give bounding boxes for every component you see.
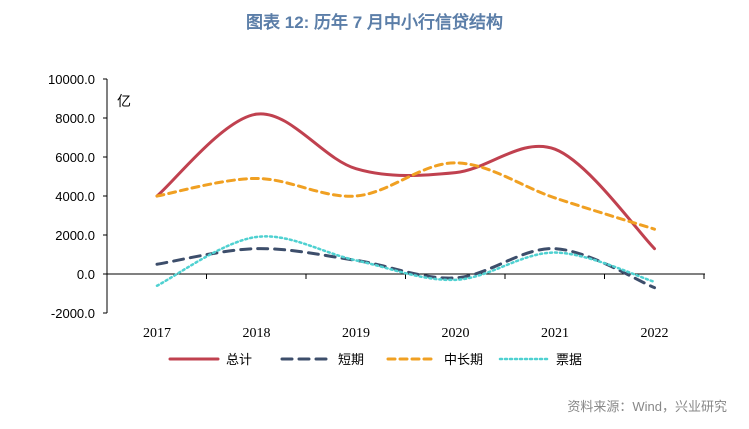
series-line-中长期 [155, 161, 656, 231]
chart-title: 图表 12: 历年 7 月中小行信贷结构 [246, 13, 503, 32]
y-axis: -2000.0 0.0 2000.0 4000.0 6000.0 8000.0 10000.… [48, 72, 108, 321]
x-tick-label: 2020 [442, 326, 470, 341]
legend-label: 总计 [226, 352, 252, 367]
legend: 总计 短期 中长期 票据 [168, 352, 582, 367]
series-line-票据 [155, 235, 656, 287]
series-line-总计 [155, 112, 656, 251]
y-tick-label: 8000.0 [55, 111, 95, 126]
x-tick-label: 2017 [143, 326, 171, 341]
y-tick-label: 0.0 [77, 267, 95, 282]
y-tick-label: -2000.0 [51, 306, 95, 321]
series-line-短期 [155, 247, 656, 290]
y-tick-label: 6000.0 [55, 150, 95, 165]
legend-label: 票据 [556, 352, 582, 367]
y-tick-label: 10000.0 [48, 72, 95, 87]
y-unit-label: 亿 [117, 93, 131, 109]
series-layer [155, 112, 656, 290]
source-note: 资料来源：Wind，兴业研究 [567, 399, 727, 414]
y-tick-label: 2000.0 [55, 228, 95, 243]
legend-label: 中长期 [444, 352, 483, 367]
legend-label: 短期 [338, 352, 364, 367]
x-tick-label: 2021 [541, 326, 569, 341]
x-tick-label: 2019 [342, 326, 370, 341]
x-tick-label: 2018 [243, 326, 271, 341]
x-tick-label: 2022 [641, 326, 669, 341]
y-tick-label: 4000.0 [55, 189, 95, 204]
x-axis: 2017 2018 2019 2020 2021 2022 [106, 273, 705, 341]
